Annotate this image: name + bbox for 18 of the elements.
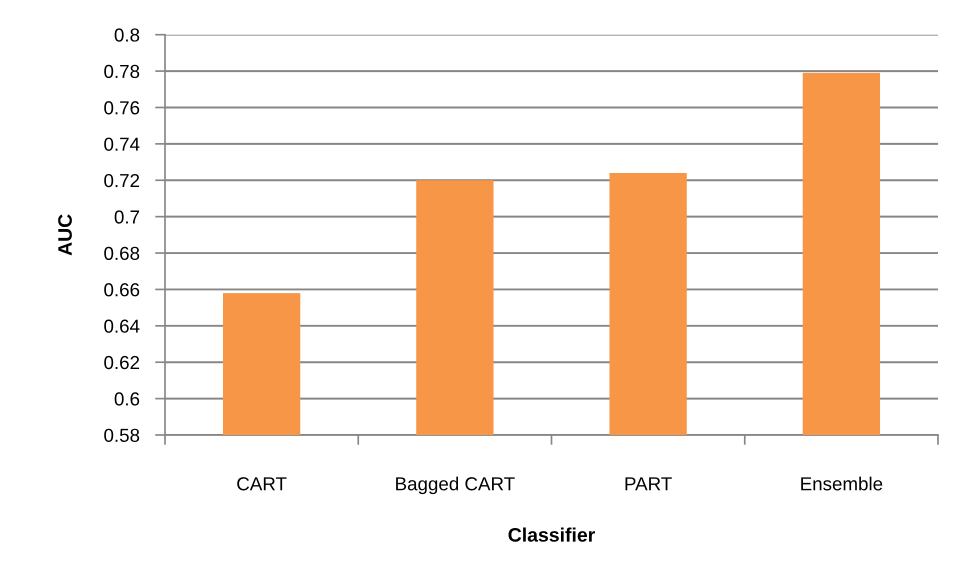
y-tick-label: 0.8 [114,28,140,42]
y-tick-label: 0.78 [104,64,140,78]
y-tick-label: 0.64 [104,320,140,333]
x-tick-label: Ensemble [801,476,882,490]
y-tick-label: 0.76 [104,101,140,114]
y-tick-label: 0.74 [104,138,140,151]
y-tick-label: 0.7 [114,210,140,224]
x-tick-label: PART [626,477,672,490]
y-tick-label: 0.66 [104,283,140,296]
x-tick-label: CART [237,477,287,490]
y-tick-label: 0.6 [114,392,140,406]
x-axis-title: Classifier [508,527,595,542]
y-tick-label: 0.68 [104,246,140,260]
y-tick-label: 0.72 [104,174,140,188]
y-tick-label: 0.58 [104,428,140,442]
x-tick-label: Bagged CART [396,476,515,494]
y-tick-label: 0.62 [104,356,140,370]
y-axis-title: AUC [58,214,72,256]
